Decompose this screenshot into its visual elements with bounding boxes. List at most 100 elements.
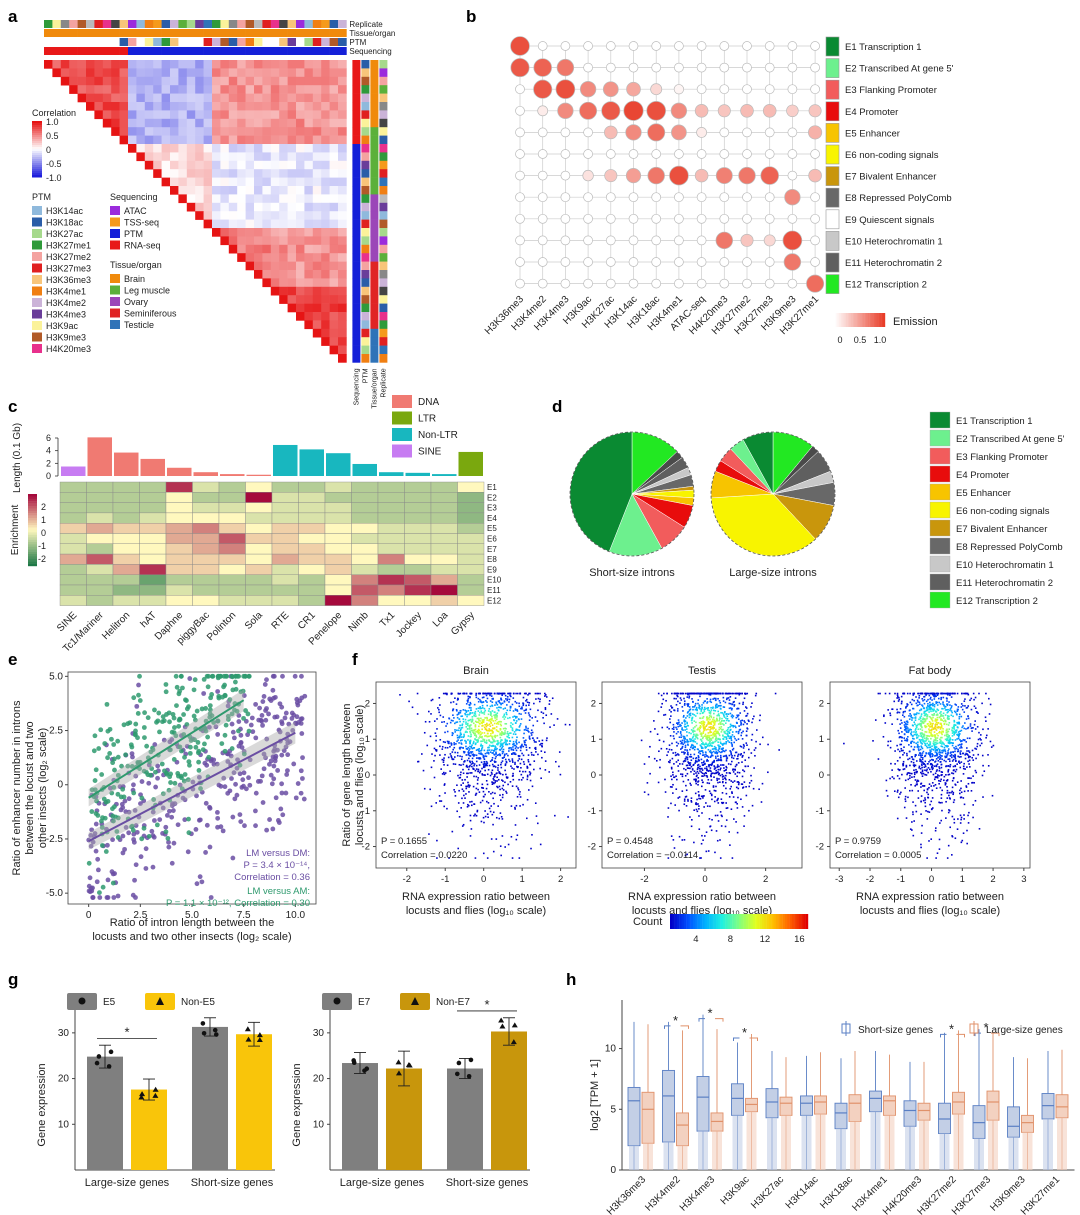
- heatmap-cell: [153, 102, 162, 111]
- data-point: [457, 774, 459, 777]
- data-point: [709, 805, 711, 808]
- emission-dot: [537, 170, 548, 181]
- data-point: [95, 856, 101, 862]
- data-point: [512, 752, 515, 754]
- heatmap-cell: [287, 110, 297, 120]
- data-point: [500, 761, 503, 764]
- legend-swatch: [32, 321, 42, 330]
- data-point: [681, 692, 684, 695]
- data-point: [718, 728, 720, 731]
- data-point: [745, 706, 747, 708]
- heatmap-cell: [338, 295, 347, 304]
- data-point: [453, 742, 455, 744]
- data-point: [488, 723, 491, 726]
- data-point: [457, 739, 459, 741]
- heatmap-cell: [128, 85, 137, 94]
- data-point: [123, 825, 129, 830]
- data-point: [733, 818, 735, 820]
- emission-dot: [674, 278, 684, 289]
- data-point: [481, 744, 483, 747]
- data-point: [483, 713, 486, 715]
- data-point: [481, 696, 484, 699]
- data-point: [271, 763, 277, 769]
- data-point: [467, 772, 469, 775]
- heatmap-cell: [338, 312, 347, 321]
- data-point: [133, 773, 139, 779]
- data-point: [475, 694, 477, 696]
- data-point: [142, 710, 147, 716]
- data-point: [497, 769, 499, 771]
- data-point: [715, 830, 718, 832]
- data-point: [708, 723, 711, 725]
- track-cell: [287, 47, 297, 55]
- data-point: [496, 703, 499, 706]
- heatmap-cell: [254, 261, 263, 271]
- data-point: [467, 709, 470, 712]
- data-point: [482, 754, 485, 757]
- emission-dot: [583, 127, 593, 138]
- data-point: [500, 743, 503, 745]
- enrichment-cell: [430, 553, 458, 565]
- data-point: [518, 741, 520, 744]
- colorbar-segment: [28, 513, 37, 516]
- data-point: [731, 707, 733, 710]
- data-point: [468, 719, 471, 722]
- data-point: [751, 702, 753, 704]
- data-point: [208, 695, 214, 701]
- data-point: [725, 754, 728, 757]
- colorbar-tick: 1.0: [874, 335, 887, 345]
- data-point: [720, 742, 722, 745]
- data-point: [696, 712, 699, 715]
- data-point: [518, 758, 521, 760]
- data-point: [705, 753, 707, 756]
- data-point: [220, 828, 226, 834]
- data-point: [504, 781, 506, 784]
- data-point: [89, 827, 95, 833]
- data-point: [492, 738, 494, 740]
- data-point: [720, 726, 723, 728]
- data-point: [494, 792, 496, 795]
- colorbar-segment: [834, 313, 836, 327]
- data-point: [478, 752, 480, 755]
- data-point: [511, 761, 514, 763]
- data-point: [439, 800, 441, 802]
- heatmap-cell: [220, 219, 230, 229]
- data-point: [704, 762, 706, 765]
- heatmap-cell: [220, 160, 230, 170]
- heatmap-cell: [254, 93, 263, 103]
- data-point: [490, 732, 492, 735]
- data-point: [502, 748, 505, 751]
- track-cell: [119, 29, 129, 37]
- data-point: [710, 709, 713, 711]
- data-point: [504, 738, 507, 741]
- heatmap-cell: [321, 244, 330, 254]
- emission-dot: [651, 213, 662, 224]
- data-point: [708, 765, 710, 768]
- emission-dot: [651, 149, 662, 159]
- data-point: [222, 682, 227, 688]
- data-point: [750, 774, 752, 777]
- data-point: [491, 717, 493, 720]
- data-point: [704, 727, 706, 730]
- data-point: [446, 746, 449, 749]
- heatmap-cell: [119, 135, 129, 145]
- data-point: [470, 746, 473, 748]
- heatmap-cell: [279, 152, 288, 162]
- track-cell: [44, 20, 53, 28]
- data-point: [477, 740, 480, 742]
- heatmap-cell: [195, 118, 204, 128]
- emission-dot: [764, 278, 775, 289]
- data-point: [739, 720, 742, 722]
- heatmap-cell: [161, 60, 171, 69]
- data-point: [704, 772, 707, 774]
- data-point: [125, 763, 131, 769]
- data-point: [722, 775, 725, 777]
- data-point: [715, 785, 717, 788]
- heatmap-cell: [228, 144, 238, 153]
- data-point: [696, 737, 699, 740]
- data-point: [739, 745, 742, 748]
- heatmap-cell: [296, 278, 305, 288]
- data-point: [499, 794, 501, 796]
- data-point: [515, 739, 518, 741]
- heatmap-cell: [254, 118, 263, 128]
